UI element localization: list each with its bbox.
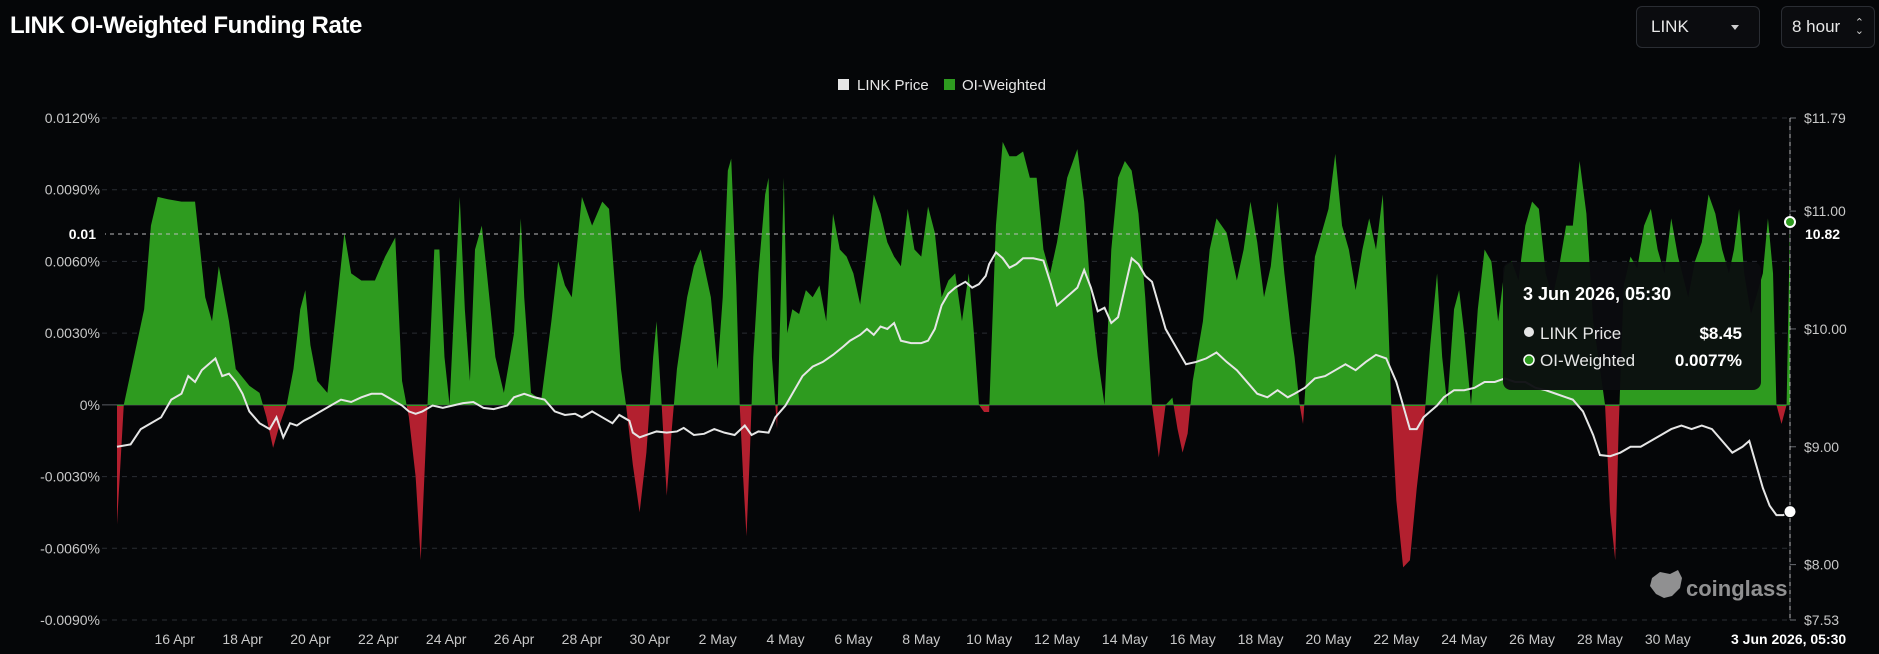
x-tick-label: 16 May — [1170, 631, 1216, 647]
right-tick-label: $11.00 — [1804, 203, 1846, 219]
left-tick-label: -0.0060% — [40, 540, 100, 556]
tooltip-oi-dot — [1523, 354, 1535, 366]
x-tick-label: 20 Apr — [290, 631, 331, 647]
x-tick-label: 28 May — [1577, 631, 1623, 647]
tooltip-oi-label: OI-Weighted — [1540, 351, 1635, 370]
x-tick-label: 18 May — [1238, 631, 1284, 647]
tooltip-box — [1503, 262, 1761, 390]
interval-select-value: 8 hour — [1792, 17, 1841, 36]
left-tick-label: 0.0090% — [45, 182, 100, 198]
tooltip-price-dot — [1524, 327, 1534, 337]
x-tick-label: 20 May — [1306, 631, 1352, 647]
x-tick-label: 14 May — [1102, 631, 1148, 647]
x-tick-label: 18 Apr — [222, 631, 263, 647]
crosshair-right-label-box — [1794, 222, 1844, 246]
x-tick-label: 2 May — [699, 631, 737, 647]
oi-weighted-positive-area — [117, 141, 1790, 406]
x-tick-label: 24 Apr — [426, 631, 467, 647]
right-tick-label: $7.53 — [1804, 612, 1839, 628]
coinglass-logo-icon — [1650, 570, 1682, 598]
tooltip-date: 3 Jun 2026, 05:30 — [1523, 284, 1671, 304]
x-tick-label: 26 May — [1509, 631, 1555, 647]
legend-label-oi: OI-Weighted — [962, 77, 1046, 94]
x-axis: 16 Apr 18 Apr 20 Apr 22 Apr 24 Apr 26 Apr 28 A… — [154, 631, 1739, 647]
x-tick-label: 16 Apr — [154, 631, 195, 647]
watermark-text: coinglass — [1686, 576, 1787, 601]
left-axis: -0.0090% -0.0060% -0.0030% 0% 0.0030% 0.0060%… — [40, 110, 100, 628]
x-tick-label: 22 May — [1373, 631, 1419, 647]
link-price-line — [116, 250, 1791, 517]
crosshair: 0.01 10.82 3 Jun 2026, 05:30 — [55, 118, 1876, 650]
right-tick-label: $9.00 — [1804, 439, 1839, 455]
x-tick-label: 12 May — [1034, 631, 1080, 647]
right-axis: $7.53 $8.00 $9.00 $10.00 $11.00 $11.79 — [1789, 110, 1847, 628]
x-tick-label: 4 May — [766, 631, 804, 647]
coin-select-value: LINK — [1651, 17, 1689, 36]
tooltip-price-value: $8.45 — [1699, 324, 1742, 343]
legend-swatch-price — [838, 79, 849, 90]
tooltip-price-label: LINK Price — [1540, 324, 1621, 343]
x-tick-label: 6 May — [834, 631, 872, 647]
crosshair-x-label-box — [1724, 626, 1876, 650]
x-tick-label: 30 May — [1645, 631, 1691, 647]
crosshair-x-label: 3 Jun 2026, 05:30 — [1731, 631, 1846, 647]
chart-tooltip: 3 Jun 2026, 05:30 LINK Price $8.45 OI-We… — [1503, 262, 1761, 390]
price-hover-dot — [1783, 505, 1797, 519]
updown-chevron-icon: ⌃ ⌄ — [1854, 17, 1864, 37]
legend-item-oi[interactable]: OI-Weighted — [944, 77, 1046, 94]
x-tick-label: 28 Apr — [562, 631, 603, 647]
right-tick-label: $8.00 — [1804, 557, 1839, 573]
crosshair-y-label: 0.01 — [69, 226, 96, 242]
interval-select[interactable]: 8 hour ⌃ ⌄ — [1781, 6, 1875, 48]
x-tick-label: 26 Apr — [494, 631, 535, 647]
legend-swatch-oi — [944, 79, 955, 90]
legend-item-price[interactable]: LINK Price — [838, 77, 929, 94]
tooltip-oi-value: 0.0077% — [1675, 351, 1742, 370]
left-tick-label: 0.0060% — [45, 253, 100, 269]
left-tick-label: 0.0030% — [45, 325, 100, 341]
coin-select[interactable]: LINK — [1636, 6, 1760, 48]
x-tick-label: 24 May — [1441, 631, 1487, 647]
left-tick-label: 0% — [80, 397, 100, 413]
x-tick-label: 8 May — [902, 631, 940, 647]
right-tick-label: $10.00 — [1804, 321, 1847, 337]
chevron-down-icon — [1731, 25, 1739, 30]
crosshair-y-label-box — [55, 222, 105, 246]
coinglass-watermark: coinglass — [1650, 570, 1787, 601]
x-tick-label: 30 Apr — [630, 631, 671, 647]
right-tick-label: $11.79 — [1804, 110, 1846, 126]
oi-hover-dot — [1784, 216, 1796, 228]
x-tick-label: 10 May — [966, 631, 1012, 647]
page-title: LINK OI-Weighted Funding Rate — [10, 12, 362, 39]
left-tick-label: 0.0120% — [45, 110, 100, 126]
chart-legend[interactable]: LINK Price OI-Weighted — [838, 77, 1046, 94]
legend-label-price: LINK Price — [857, 77, 929, 94]
x-tick-label: 22 Apr — [358, 631, 399, 647]
left-tick-label: -0.0030% — [40, 469, 100, 485]
crosshair-right-label: 10.82 — [1805, 226, 1840, 242]
left-tick-label: -0.0090% — [40, 612, 100, 628]
